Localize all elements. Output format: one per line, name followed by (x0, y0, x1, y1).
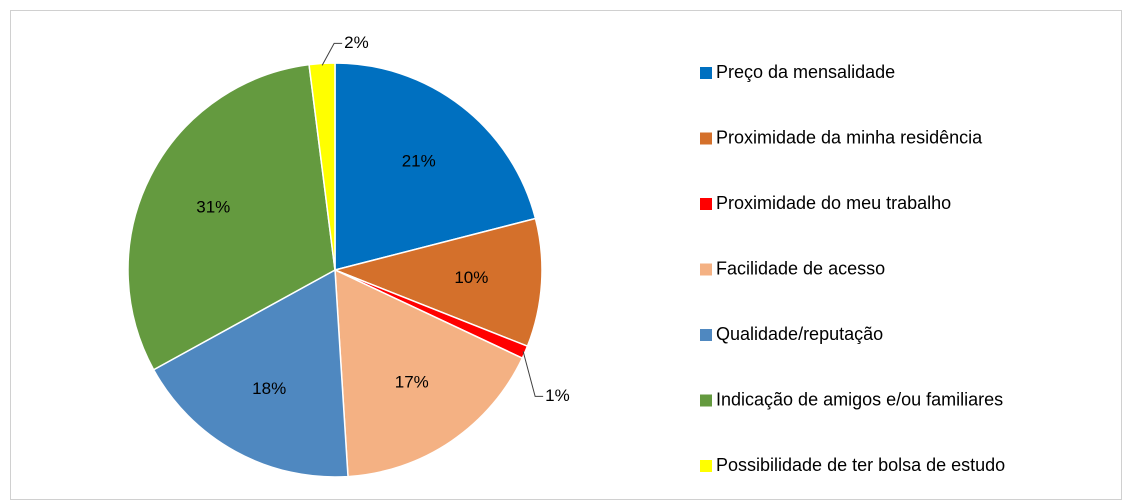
data-label: 10% (454, 268, 488, 287)
leader-line (522, 351, 544, 397)
legend-label: Possibilidade de ter bolsa de estudo (716, 455, 1005, 475)
legend-label: Facilidade de acesso (716, 258, 885, 278)
data-label: 17% (395, 372, 429, 391)
legend-swatch (700, 460, 712, 472)
pie-slice (334, 268, 524, 478)
data-label: 1% (545, 386, 570, 405)
legend-swatch (700, 132, 712, 145)
legend-label: Preço da mensalidade (716, 62, 895, 82)
pie-slice (334, 62, 537, 271)
legend-swatch (700, 394, 712, 407)
legend-swatch (700, 67, 712, 79)
pie-slice (308, 62, 336, 271)
legend-label: Qualidade/reputação (716, 324, 883, 344)
legend-label: Proximidade da minha residência (716, 127, 983, 147)
legend-label: Indicação de amigos e/ou familiares (716, 389, 1003, 409)
legend-swatch (700, 263, 712, 276)
legend-swatch (700, 198, 712, 210)
legend-swatch (700, 329, 712, 341)
pie-slice (127, 63, 336, 371)
data-label: 18% (252, 379, 286, 398)
data-label: 2% (344, 33, 369, 52)
data-label: 21% (402, 152, 436, 171)
leader-line (321, 42, 343, 66)
pie-slice (332, 217, 543, 348)
pie-slice (152, 268, 349, 478)
data-label: 31% (196, 197, 230, 216)
legend-label: Proximidade do meu trabalho (716, 193, 951, 213)
